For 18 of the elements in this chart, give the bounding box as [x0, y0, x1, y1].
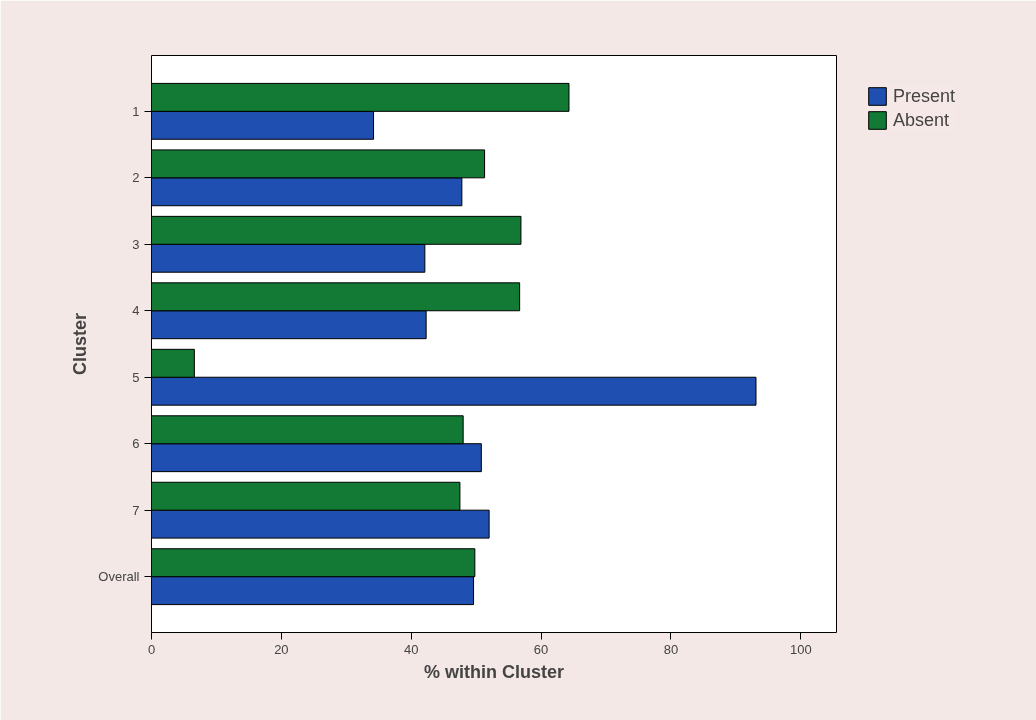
y-axis-title: Cluster	[70, 312, 91, 376]
y-tick-label: 6	[132, 436, 140, 452]
y-tick-label: 1	[132, 103, 140, 119]
x-axis-title: % within Cluster	[424, 661, 565, 682]
y-tick-label: 7	[132, 502, 140, 518]
legend-label: Absent	[893, 109, 950, 131]
y-tick-label: Overall	[98, 569, 140, 585]
y-tick-label: 4	[132, 303, 140, 319]
x-tick-label: 40	[403, 641, 419, 657]
x-tick-label: 20	[274, 641, 289, 657]
x-tick-label: 100	[789, 641, 812, 657]
x-tick-label: 60	[533, 641, 549, 657]
y-tick-label: 2	[132, 170, 140, 186]
y-tick-label: 5	[132, 369, 140, 385]
x-tick-label: 0	[147, 641, 156, 657]
y-tick-label: 3	[132, 236, 140, 252]
x-tick-label: 80	[663, 641, 679, 657]
legend-label: Present	[893, 85, 956, 107]
